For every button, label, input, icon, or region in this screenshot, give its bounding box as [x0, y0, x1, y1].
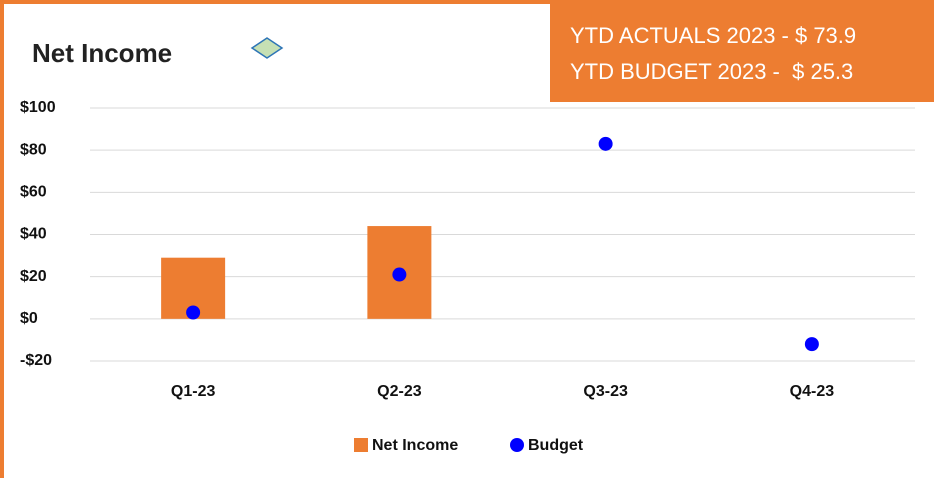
ytd-actuals: YTD ACTUALS 2023 - $ 73.9 — [570, 23, 856, 48]
legend-swatch — [510, 438, 524, 452]
y-tick-label: $100 — [20, 99, 56, 116]
y-tick-label: $60 — [20, 184, 47, 201]
y-tick-label: -$20 — [20, 352, 52, 369]
y-tick-label: $20 — [20, 268, 47, 285]
x-tick-label: Q4-23 — [790, 383, 835, 400]
legend-swatch — [354, 438, 368, 452]
budget-dot — [186, 305, 201, 320]
x-tick-label: Q1-23 — [171, 383, 216, 400]
legend-label: Budget — [528, 437, 584, 454]
y-tick-label: $0 — [20, 310, 38, 327]
budget-dot — [392, 267, 407, 282]
budget-dot — [598, 136, 613, 151]
ytd-box — [550, 0, 934, 102]
budget-dot — [804, 337, 819, 352]
ytd-budget: YTD BUDGET 2023 - $ 25.3 — [570, 59, 853, 84]
diamond-icon — [250, 37, 284, 59]
legend-label: Net Income — [372, 437, 458, 454]
chart-title: Net Income — [32, 38, 172, 68]
y-tick-label: $80 — [20, 141, 47, 158]
x-tick-label: Q2-23 — [377, 383, 422, 400]
x-tick-label: Q3-23 — [583, 383, 628, 400]
y-tick-label: $40 — [20, 226, 47, 243]
